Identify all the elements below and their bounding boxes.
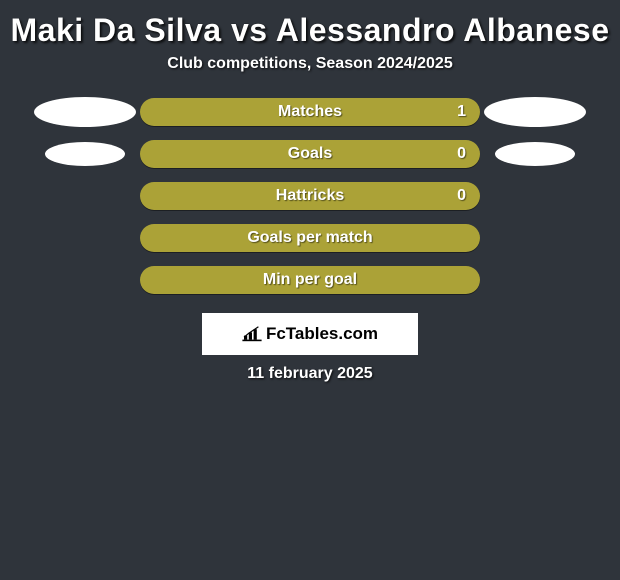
- date: 11 february 2025: [0, 365, 620, 383]
- stat-value-right: 0: [457, 145, 466, 163]
- stat-bar: Hattricks 0: [140, 182, 480, 210]
- stat-label: Min per goal: [263, 271, 357, 289]
- stat-bar: Min per goal: [140, 266, 480, 294]
- logo-box: FcTables.com: [202, 313, 418, 355]
- country-flag-left: [45, 142, 125, 166]
- stat-bar: Matches 1: [140, 98, 480, 126]
- country-flag-right: [495, 142, 575, 166]
- flag-left-slot: [30, 142, 140, 166]
- country-flag-left: [34, 97, 136, 127]
- stat-bar: Goals per match: [140, 224, 480, 252]
- stat-label: Goals per match: [247, 229, 372, 247]
- flag-left-slot: [30, 97, 140, 127]
- country-flag-right: [484, 97, 586, 127]
- chart-icon: [242, 326, 262, 342]
- flag-right-slot: [480, 97, 590, 127]
- stat-row: Hattricks 0: [0, 181, 620, 211]
- stat-row: Goals per match: [0, 223, 620, 253]
- stats-area: Matches 1 Goals 0 Hattricks 0 Goals per match M…: [0, 97, 620, 295]
- stat-row: Matches 1: [0, 97, 620, 127]
- logo-text: FcTables.com: [266, 324, 378, 344]
- stat-row: Min per goal: [0, 265, 620, 295]
- stat-value-right: 0: [457, 187, 466, 205]
- stat-label: Matches: [278, 103, 342, 121]
- flag-right-slot: [480, 142, 590, 166]
- stat-label: Hattricks: [276, 187, 344, 205]
- page-title: Maki Da Silva vs Alessandro Albanese: [0, 12, 620, 49]
- comparison-container: Maki Da Silva vs Alessandro Albanese Clu…: [0, 12, 620, 383]
- stat-bar: Goals 0: [140, 140, 480, 168]
- logo: FcTables.com: [242, 324, 378, 344]
- stat-row: Goals 0: [0, 139, 620, 169]
- stat-label: Goals: [288, 145, 332, 163]
- stat-value-right: 1: [457, 103, 466, 121]
- page-subtitle: Club competitions, Season 2024/2025: [0, 55, 620, 73]
